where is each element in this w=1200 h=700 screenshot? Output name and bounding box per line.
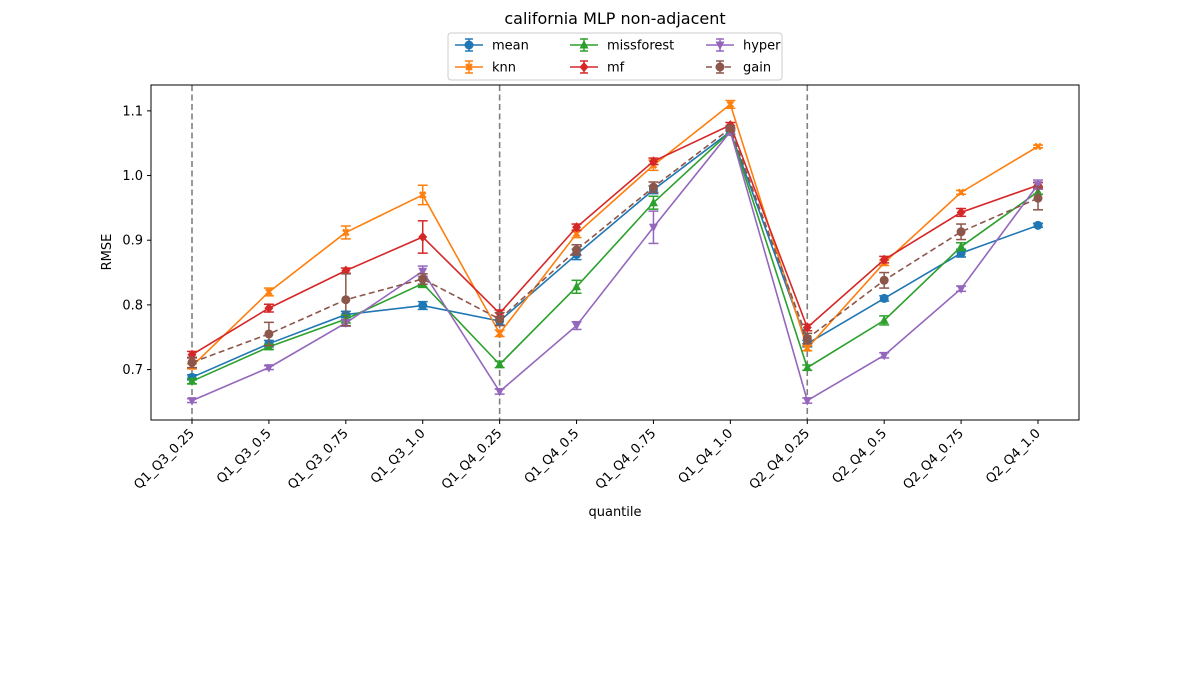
legend-label: missforest xyxy=(607,39,674,54)
x-axis-label: quantile xyxy=(588,505,641,520)
data-point-hyper xyxy=(802,397,812,406)
data-point-hyper xyxy=(956,285,966,294)
y-tick-label: 0.9 xyxy=(122,234,143,249)
legend-item-knn: knn xyxy=(455,60,516,76)
legend-marker xyxy=(715,62,725,72)
legend-label: mf xyxy=(607,61,625,76)
data-point-gain xyxy=(802,334,812,344)
data-point-knn xyxy=(803,344,812,353)
plot-frame xyxy=(150,84,1080,421)
data-point-hyper xyxy=(648,223,658,233)
series-line-missforest xyxy=(191,130,1039,382)
data-point-mf xyxy=(264,303,274,314)
data-point-knn xyxy=(265,288,273,296)
legend-item-mean: mean xyxy=(455,38,529,54)
data-point-mf xyxy=(648,156,658,167)
legend-box xyxy=(447,32,783,81)
data-point-gain xyxy=(341,295,351,305)
chart-title: california MLP non-adjacent xyxy=(504,9,725,28)
legend-label: hyper xyxy=(743,39,781,54)
data-point-knn xyxy=(957,188,965,197)
data-point-mean xyxy=(879,293,889,303)
data-point-mf xyxy=(802,322,812,333)
series-line-gain xyxy=(191,127,1039,364)
data-point-gain xyxy=(418,274,428,284)
y-axis-label: RMSE xyxy=(100,234,115,271)
data-point-hyper xyxy=(418,267,428,277)
data-point-missforest xyxy=(648,197,658,207)
y-tick-label: 0.7 xyxy=(122,363,143,378)
legend-label: mean xyxy=(492,39,529,54)
data-point-knn xyxy=(726,100,735,109)
data-point-missforest xyxy=(495,359,505,368)
data-point-gain xyxy=(495,314,505,324)
legend-item-missforest: missforest xyxy=(570,38,674,54)
data-point-hyper xyxy=(264,364,274,373)
data-point-hyper xyxy=(187,397,197,406)
legend: mean knn missforest mf hyper gain xyxy=(447,32,783,81)
series-line-hyper xyxy=(191,129,1039,402)
data-point-hyper xyxy=(879,351,889,361)
data-point-knn xyxy=(418,191,427,199)
data-point-missforest xyxy=(879,315,889,324)
legend-marker xyxy=(579,62,589,72)
series-line-mf xyxy=(191,124,1039,356)
data-point-mf xyxy=(572,222,582,233)
data-point-gain xyxy=(648,182,658,192)
data-point-knn xyxy=(495,329,504,338)
y-tick-label: 1.1 xyxy=(122,104,143,119)
series-line-mean xyxy=(191,130,1039,379)
data-point-missforest xyxy=(956,241,966,251)
legend-marker xyxy=(465,63,473,71)
data-point-knn xyxy=(342,228,350,237)
data-point-mf xyxy=(956,207,966,218)
legend-marker xyxy=(579,40,589,49)
series-gain xyxy=(187,123,1043,369)
data-point-gain xyxy=(879,275,889,285)
y-tick-label: 0.8 xyxy=(122,298,143,313)
data-point-gain xyxy=(572,245,582,255)
legend-item-gain: gain xyxy=(706,60,771,76)
legend-item-mf: mf xyxy=(570,60,625,76)
y-tick-label: 1.0 xyxy=(122,169,143,184)
data-point-hyper xyxy=(495,388,505,397)
legend-label: knn xyxy=(492,61,516,76)
data-point-hyper xyxy=(572,322,582,331)
data-point-mf xyxy=(879,254,889,265)
data-point-missforest xyxy=(187,376,197,385)
series-hyper xyxy=(187,128,1043,406)
data-point-hyper xyxy=(1033,181,1043,190)
data-point-mean xyxy=(418,301,428,311)
data-point-knn xyxy=(572,229,581,238)
legend-marker xyxy=(715,41,725,50)
data-point-gain xyxy=(264,329,274,339)
data-point-missforest xyxy=(572,281,582,291)
data-point-gain xyxy=(1033,193,1043,203)
data-point-gain xyxy=(956,227,966,237)
data-point-gain xyxy=(725,123,735,133)
data-point-gain xyxy=(187,357,197,367)
data-point-missforest xyxy=(802,362,812,372)
legend-label: gain xyxy=(743,61,771,76)
legend-item-hyper: hyper xyxy=(706,38,781,54)
data-point-mf xyxy=(418,231,428,242)
data-point-knn xyxy=(1034,142,1042,151)
data-point-mean xyxy=(1033,220,1043,230)
legend-marker xyxy=(464,40,474,50)
